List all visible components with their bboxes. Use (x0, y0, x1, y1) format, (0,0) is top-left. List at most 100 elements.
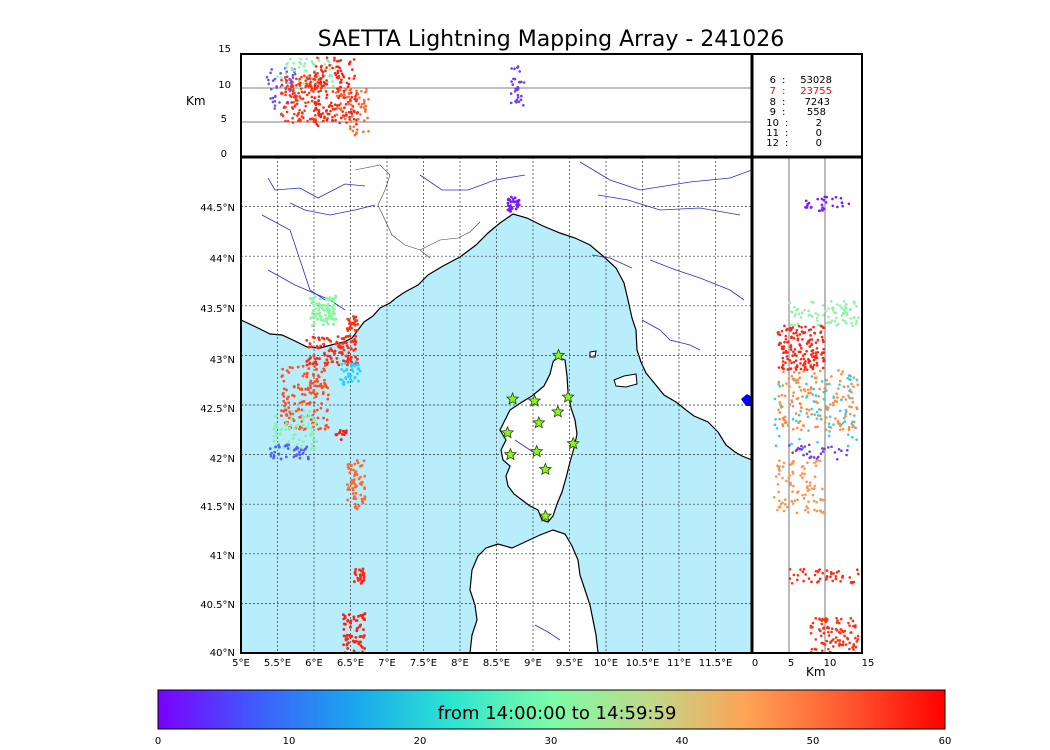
lightning-source-point (821, 351, 825, 354)
station-star-icon (532, 415, 546, 429)
lightning-source-point (342, 359, 345, 363)
lightning-source-point (517, 198, 521, 202)
lightning-source-point (357, 102, 361, 106)
lightning-source-point (316, 416, 320, 420)
lightning-source-point (778, 459, 781, 462)
lightning-source-point (344, 87, 348, 91)
lightning-source-point (813, 461, 816, 465)
lightning-source-point (287, 401, 291, 405)
lightning-source-point (307, 367, 311, 370)
lightning-source-point (327, 105, 331, 109)
lightning-source-point (347, 319, 351, 322)
lightning-source-point (278, 445, 281, 449)
lightning-source-point (340, 378, 344, 382)
svg-text:7243: 7243 (805, 97, 830, 108)
lightning-source-point (795, 578, 799, 582)
lightning-source-point (830, 627, 834, 630)
colorbar-tick-label: 10 (283, 736, 296, 747)
lightning-source-point (838, 383, 841, 386)
lightning-source-point (825, 378, 829, 382)
lightning-source-point (314, 106, 318, 110)
lightning-source-point (324, 90, 328, 93)
svg-text::: : (785, 138, 788, 149)
lightning-source-point (347, 102, 351, 106)
lightning-source-point (352, 649, 356, 653)
lightning-source-point (793, 348, 797, 351)
lightning-source-point (269, 97, 272, 100)
lightning-source-point (331, 307, 335, 311)
lightning-source-point (352, 317, 356, 321)
lightning-source-point (346, 354, 350, 358)
lightning-source-point (509, 204, 512, 207)
lightning-source-point (352, 615, 356, 619)
lightning-source-point (314, 360, 318, 364)
lightning-source-point (816, 319, 819, 322)
lightning-source-point (286, 119, 290, 123)
lightning-source-point (304, 101, 307, 105)
lightning-source-point (331, 80, 334, 83)
lightning-source-point (311, 309, 315, 313)
lightning-source-point (845, 453, 848, 457)
lightning-source-point (791, 428, 795, 431)
lightning-source-point (338, 428, 342, 432)
lightning-source-point (333, 352, 336, 356)
lightning-source-point (291, 366, 294, 370)
lightning-source-point (340, 362, 344, 366)
mainland-land (241, 157, 752, 461)
lightning-source-point (822, 390, 826, 394)
lightning-source-point (813, 484, 817, 488)
lightning-source-point (300, 90, 304, 94)
lightning-source-point (824, 386, 827, 390)
lightning-source-point (288, 77, 291, 81)
lightning-source-point (354, 567, 358, 571)
lightning-source-point (522, 81, 526, 84)
lightning-source-point (330, 74, 334, 78)
lightning-source-point (781, 360, 785, 363)
lightning-source-point (272, 454, 276, 458)
lightning-source-point (290, 101, 293, 104)
lightning-source-point (344, 622, 347, 626)
lightning-source-point (356, 92, 360, 96)
lightning-source-point (804, 365, 807, 369)
lightning-source-point (841, 204, 844, 208)
lightning-source-point (784, 334, 788, 338)
lightning-source-point (831, 204, 835, 208)
lightning-source-point (515, 101, 518, 104)
lightning-source-point (305, 93, 309, 97)
lightning-source-point (341, 382, 345, 386)
lightning-source-point (822, 631, 826, 635)
lightning-source-point (841, 370, 845, 373)
lightning-source-point (807, 309, 810, 313)
lightning-source-point (518, 70, 522, 73)
lightning-source-point (270, 68, 273, 71)
lon-tick-label: 5°E (232, 658, 250, 669)
lightning-source-point (324, 82, 327, 85)
lightning-source-point (332, 84, 335, 88)
lightning-source-point (361, 570, 365, 574)
lightning-source-point (366, 116, 369, 120)
colorbar: from 14:00:00 to 14:59:59 0 10 20 30 40 … (155, 689, 951, 747)
lightning-source-point (310, 86, 314, 90)
lightning-source-point (810, 647, 814, 651)
lightning-source-point (854, 322, 858, 325)
lightning-source-point (273, 99, 277, 103)
lightning-source-point (319, 382, 323, 386)
lightning-source-point (825, 639, 829, 643)
lightning-source-point (312, 391, 315, 394)
lightning-source-point (852, 376, 856, 379)
latitude-tick-labels: 40°N 40.5°N 41°N 41.5°N 42°N 42.5°N 43°N… (200, 203, 235, 659)
lightning-source-point (342, 336, 346, 340)
lightning-source-point (850, 382, 853, 386)
lightning-source-point (309, 316, 313, 320)
lightning-source-point (354, 619, 358, 623)
lightning-source-point (839, 631, 842, 635)
lightning-source-point (361, 501, 365, 505)
lightning-source-point (351, 129, 355, 133)
lightning-source-point (276, 75, 279, 78)
lightning-source-point (781, 416, 785, 420)
lightning-source-point (310, 446, 314, 450)
lightning-source-point (294, 409, 298, 413)
lightning-source-point (818, 459, 822, 462)
lightning-source-point (788, 359, 792, 362)
lightning-source-point (343, 106, 346, 109)
